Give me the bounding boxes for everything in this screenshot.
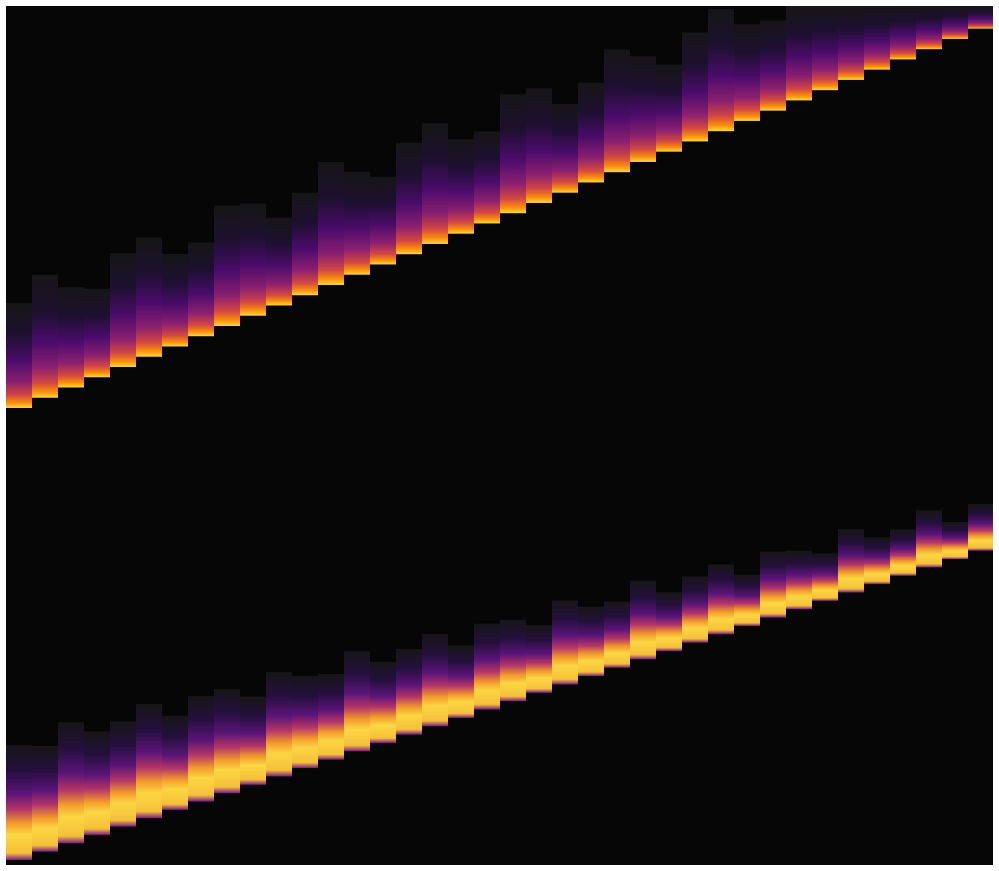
lower-band-column (318, 673, 344, 760)
upper-band-column (318, 161, 344, 285)
lower-band-column (58, 722, 84, 844)
upper-band-column (110, 253, 136, 367)
upper-band-column (344, 171, 370, 275)
lower-band-column (942, 522, 968, 560)
upper-band-column (682, 32, 708, 142)
bands (6, 6, 995, 860)
upper-band-column (578, 82, 604, 183)
lower-band-column (682, 576, 708, 643)
upper-band-column (968, 6, 994, 29)
lower-band-column (6, 745, 32, 860)
lower-band-column (786, 550, 812, 610)
upper-band-column (292, 192, 318, 296)
upper-band-column (188, 242, 214, 337)
lower-band-column (110, 721, 136, 827)
upper-band-column (214, 205, 240, 326)
lower-band-column (448, 645, 474, 718)
upper-band-column (84, 288, 110, 378)
lower-band-column (266, 672, 292, 777)
upper-band-column (396, 142, 422, 255)
upper-band-column (32, 274, 58, 398)
lower-band-column (968, 503, 994, 551)
lower-band-column (500, 619, 526, 702)
lower-band-column (370, 661, 396, 743)
upper-band-column (448, 139, 474, 234)
upper-band-column (266, 217, 292, 306)
lower-band-column (916, 510, 942, 568)
lower-band-column (422, 634, 448, 727)
upper-band-column (6, 303, 32, 408)
upper-band-column (240, 203, 266, 316)
upper-band-column (370, 176, 396, 265)
lower-band-column (396, 648, 422, 735)
upper-band-column (786, 6, 812, 101)
lower-band-column (526, 625, 552, 693)
upper-band-column (422, 123, 448, 244)
upper-band-column (656, 64, 682, 152)
upper-band-column (604, 49, 630, 173)
lower-band-column (292, 675, 318, 769)
upper-band-column (162, 254, 188, 347)
lower-band-column (864, 537, 890, 585)
lower-band-column (474, 623, 500, 710)
upper-band-column (136, 237, 162, 357)
upper-band-column (864, 6, 890, 70)
upper-band-column (58, 287, 84, 388)
lower-band-column (578, 606, 604, 677)
lower-band-column (162, 715, 188, 810)
lower-band-column (890, 529, 916, 576)
upper-band-column (942, 6, 968, 39)
upper-band-column (474, 131, 500, 224)
upper-band-column (630, 56, 656, 162)
lower-band-column (838, 529, 864, 593)
lower-band-column (630, 580, 656, 660)
upper-band-column (708, 9, 734, 132)
lower-band-column (656, 592, 682, 652)
upper-band-column (760, 20, 786, 111)
lower-band-column (32, 746, 58, 852)
lower-band-column (84, 731, 110, 835)
upper-band-column (916, 6, 942, 50)
lower-band-column (240, 696, 266, 785)
lower-band-column (604, 601, 630, 668)
lower-band-column (760, 551, 786, 618)
upper-band-column (552, 104, 578, 193)
lower-band-column (812, 553, 838, 601)
upper-band-column (890, 6, 916, 60)
lower-band-column (214, 689, 240, 794)
lower-band-column (708, 564, 734, 635)
lower-band-column (552, 600, 578, 685)
lower-band-column (188, 696, 214, 802)
upper-band-column (838, 6, 864, 80)
lower-band-column (734, 574, 760, 626)
upper-band-column (734, 24, 760, 121)
lower-band-column (136, 704, 162, 819)
upper-band-column (812, 6, 838, 91)
upper-band-column (500, 94, 526, 214)
lower-band-column (344, 651, 370, 752)
upper-band-column (526, 88, 552, 203)
